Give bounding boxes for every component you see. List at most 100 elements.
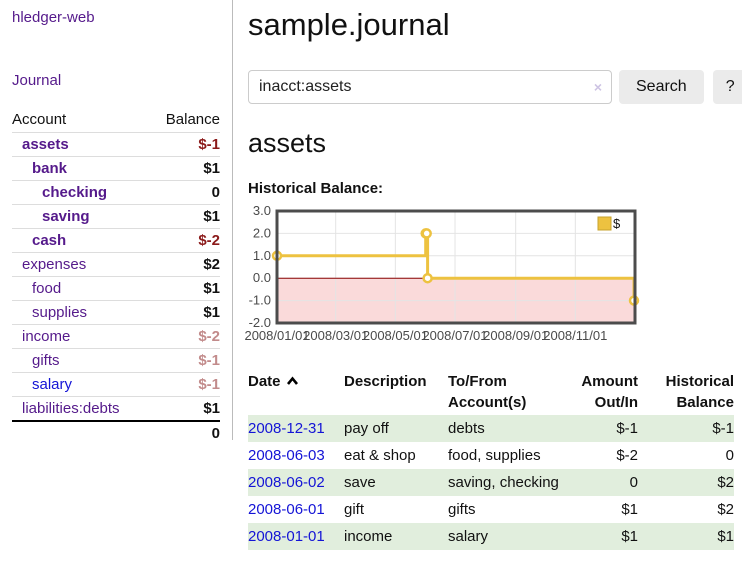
search-bar: × Search ? [248, 70, 742, 104]
account-balance: $-2 [150, 228, 220, 253]
account-link[interactable]: bank [32, 160, 68, 177]
account-balance: $1 [150, 300, 220, 325]
svg-text:2008/05/01: 2008/05/01 [363, 328, 428, 343]
register-body: 2008-12-31 pay off debts $-1 $-1 2008-06-03 ea… [248, 415, 734, 550]
account-total-row: 0 [12, 420, 220, 445]
transaction-balance: $-1 [712, 420, 734, 437]
account-row: assets $-1 [12, 132, 220, 157]
account-row: salary $-1 [12, 372, 220, 397]
account-balance: $1 [150, 276, 220, 301]
svg-text:2008/03/01: 2008/03/01 [303, 328, 368, 343]
transaction-date-link[interactable]: 2008-12-31 [248, 420, 325, 437]
transaction-accounts: saving, checking [448, 474, 559, 491]
transaction-row[interactable]: 2008-06-01 gift gifts $1 $2 [248, 496, 734, 523]
account-row: liabilities:debts $1 [12, 396, 220, 421]
account-balance: $1 [150, 156, 220, 181]
svg-text:3.0: 3.0 [253, 203, 271, 218]
account-balance: 0 [150, 180, 220, 205]
account-link[interactable]: gifts [32, 352, 60, 369]
sidebar: hledger-web Journal Account Balance asse… [0, 0, 233, 445]
account-balance: $1 [150, 396, 220, 421]
transaction-row[interactable]: 2008-01-01 income salary $1 $1 [248, 523, 734, 550]
account-row: saving $1 [12, 204, 220, 229]
transaction-balance: $2 [717, 501, 734, 518]
transaction-date-link[interactable]: 2008-01-01 [248, 528, 325, 545]
account-link[interactable]: food [32, 280, 62, 297]
account-link[interactable]: income [22, 328, 71, 345]
help-button[interactable]: ? [712, 70, 742, 104]
svg-text:-1.0: -1.0 [249, 293, 271, 308]
transaction-accounts: salary [448, 528, 489, 545]
transaction-date-link[interactable]: 2008-06-03 [248, 447, 325, 464]
account-link[interactable]: cash [32, 232, 67, 249]
account-row: cash $-2 [12, 228, 220, 253]
account-tree-body: assets $-1 bank $1 checking 0 saving $1 cash $-2 e… [12, 132, 220, 421]
col-balance: Historical Balance [665, 373, 734, 411]
col-account: To/From Account(s) [448, 373, 527, 411]
col-description: Description [344, 373, 427, 390]
balance-column-header: Balance [165, 111, 220, 128]
svg-text:2.0: 2.0 [253, 225, 271, 240]
account-balance: $2 [150, 252, 220, 277]
app-brand-link[interactable]: hledger-web [12, 9, 95, 26]
account-heading: assets [248, 128, 327, 158]
transaction-row[interactable]: 2008-06-02 save saving, checking 0 $2 [248, 469, 734, 496]
transaction-accounts: debts [448, 420, 485, 437]
svg-text:2008/01/01: 2008/01/01 [244, 328, 309, 343]
svg-text:-2.0: -2.0 [249, 315, 271, 330]
transaction-accounts: gifts [448, 501, 476, 518]
account-balance: $-2 [150, 324, 220, 349]
account-balance: $-1 [150, 132, 220, 157]
transaction-row[interactable]: 2008-12-31 pay off debts $-1 $-1 [248, 415, 734, 442]
account-row: supplies $1 [12, 300, 220, 325]
transaction-row[interactable]: 2008-06-03 eat & shop food, supplies $-2 0 [248, 442, 734, 469]
transaction-amount: $1 [621, 528, 638, 545]
sidebar-item-journal[interactable]: Journal [12, 72, 62, 89]
chart-area: $3.0 2.0 1.0 0.0 -1.0 -2.0 2008/01/01 2008/03/0… [244, 203, 734, 352]
col-amount: Amount Out/In [581, 373, 638, 411]
svg-text:1.0: 1.0 [253, 248, 271, 263]
transaction-balance: $2 [717, 474, 734, 491]
transaction-amount: $-2 [616, 447, 638, 464]
account-tree-table: Account Balance assets $-1 bank $1 checking 0… [12, 108, 220, 445]
transaction-accounts: food, supplies [448, 447, 541, 464]
account-row: bank $1 [12, 156, 220, 181]
svg-text:2008/11/01: 2008/11/01 [543, 328, 607, 343]
chart-title: Historical Balance: [248, 180, 384, 197]
account-link[interactable]: saving [42, 208, 90, 225]
register-header-row: Date Description To/From Account(s) Amou… [248, 369, 734, 415]
account-link[interactable]: liabilities:debts [22, 400, 120, 417]
transaction-description: gift [344, 501, 365, 518]
register-table: Date Description To/From Account(s) Amou… [248, 369, 734, 550]
account-total-balance: 0 [150, 420, 220, 445]
account-link[interactable]: salary [32, 376, 73, 393]
main-content: sample.journal × Search ? assets Histori… [244, 0, 742, 550]
svg-text:2008/09/01: 2008/09/01 [483, 328, 548, 343]
account-row: expenses $2 [12, 252, 220, 277]
transaction-description: pay off [344, 420, 389, 437]
transaction-description: income [344, 528, 393, 545]
account-column-header: Account [12, 111, 67, 128]
account-link[interactable]: checking [42, 184, 108, 201]
account-row: gifts $-1 [12, 348, 220, 373]
svg-text:2008/07/01: 2008/07/01 [422, 328, 487, 343]
transaction-amount: $1 [621, 501, 638, 518]
account-row: checking 0 [12, 180, 220, 205]
transaction-date-link[interactable]: 2008-06-02 [248, 474, 325, 491]
transaction-description: eat & shop [344, 447, 416, 464]
search-input[interactable] [248, 70, 612, 104]
col-date-sort[interactable]: Date [248, 369, 344, 415]
historical-balance-chart: $3.0 2.0 1.0 0.0 -1.0 -2.02008/01/012008/03/0… [244, 203, 640, 343]
account-link[interactable]: expenses [22, 256, 87, 273]
svg-text:0.0: 0.0 [253, 270, 271, 285]
search-button[interactable]: Search [619, 70, 704, 104]
account-link[interactable]: assets [22, 136, 69, 153]
transaction-amount: 0 [629, 474, 638, 491]
clear-search-icon[interactable]: × [593, 79, 602, 95]
account-row: food $1 [12, 276, 220, 301]
account-row: income $-2 [12, 324, 220, 349]
sort-ascending-icon [286, 376, 298, 385]
page-title: sample.journal [248, 7, 450, 42]
account-link[interactable]: supplies [32, 304, 88, 321]
transaction-date-link[interactable]: 2008-06-01 [248, 501, 325, 518]
